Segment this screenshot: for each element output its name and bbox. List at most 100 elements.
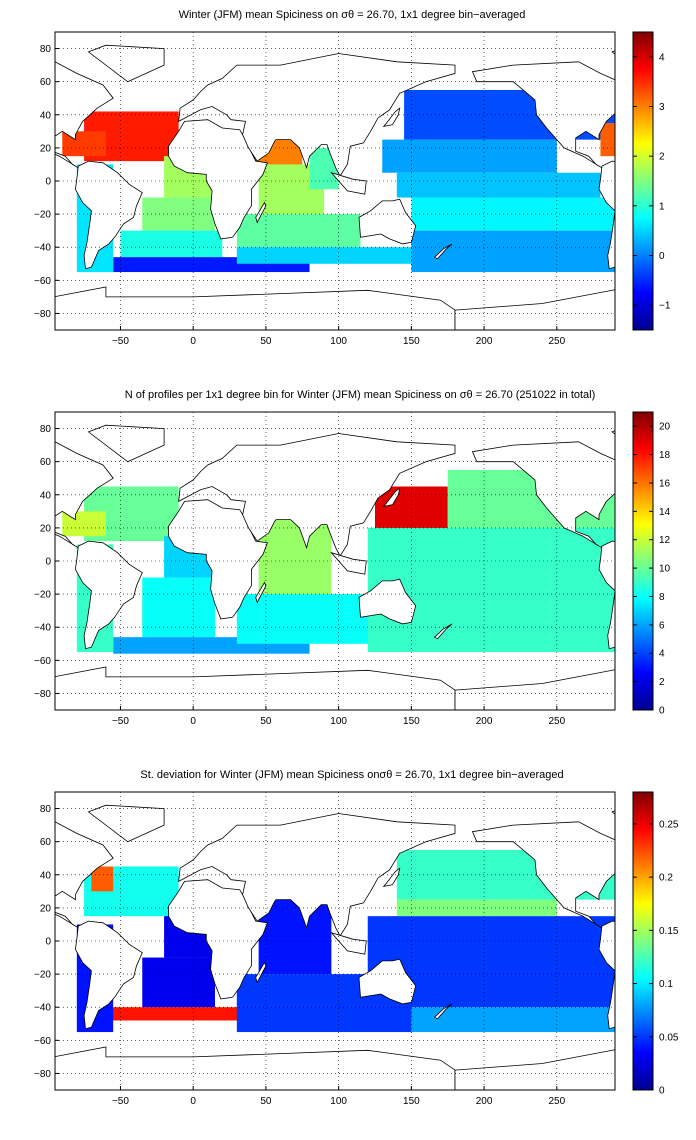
land-outline: [382, 107, 401, 128]
y-tick-label: 60: [40, 77, 52, 88]
data-region: [258, 899, 332, 975]
land-outline: [255, 961, 267, 984]
x-tick-label: 100: [330, 716, 347, 727]
y-tick-label: −20: [34, 970, 51, 981]
y-tick-label: −80: [34, 309, 51, 320]
x-tick-label: 250: [548, 1096, 565, 1107]
x-tick-label: 150: [403, 716, 420, 727]
land-outline: [598, 540, 615, 650]
panel-profile-count: N of profiles per 1x1 degree bin for Win…: [34, 389, 696, 727]
x-tick-label: 200: [476, 336, 493, 347]
colorbar-tick-label: 18: [659, 450, 671, 461]
land-outline: [55, 441, 114, 549]
land-outline: [87, 44, 165, 83]
land-outline: [255, 581, 267, 604]
y-tick-label: −60: [34, 1036, 51, 1047]
x-tick-label: 50: [260, 336, 272, 347]
colorbar-tick-label: 4: [659, 52, 665, 63]
colorbar-tick-label: 10: [659, 564, 671, 575]
land-outline: [358, 198, 417, 245]
x-tick-label: 250: [548, 336, 565, 347]
x-tick-label: 0: [190, 1096, 196, 1107]
colorbar-tick-label: −1: [659, 301, 671, 312]
data-region: [411, 1007, 615, 1033]
y-tick-label: −60: [34, 656, 51, 667]
colorbar-spiciness: 4 3 2 1 0 −1: [632, 31, 671, 331]
data-region: [236, 214, 361, 248]
y-tick-label: 40: [40, 490, 52, 501]
land-outline: [692, 880, 696, 999]
land-outline: [358, 578, 417, 625]
land-outline: [433, 623, 453, 640]
data-region: [142, 957, 215, 1008]
y-tick-label: 0: [45, 937, 51, 948]
x-tick-label: 0: [190, 336, 196, 347]
colorbar-tick-label: 8: [659, 592, 665, 603]
data-region: [367, 527, 615, 653]
colorbar-tick-label: 0.1: [659, 979, 673, 990]
y-tick-label: 80: [40, 804, 52, 815]
colorbar-tick-label: 6: [659, 620, 665, 631]
y-tick-label: 20: [40, 143, 52, 154]
y-tick-label: 0: [45, 177, 51, 188]
colorbar-gradient: [632, 791, 654, 1091]
x-tick-label: 50: [260, 716, 272, 727]
x-tick-label: 50: [260, 1096, 272, 1107]
data-region: [236, 247, 412, 264]
colorbar-tick-label: 3: [659, 102, 665, 113]
land-outline: [598, 920, 615, 1030]
x-tick-label: 150: [403, 336, 420, 347]
land-outline: [74, 540, 143, 650]
data-region: [411, 230, 615, 273]
land-outline: [55, 61, 114, 169]
y-tick-label: 80: [40, 44, 52, 55]
colorbar-tick-label: 14: [659, 507, 671, 518]
y-tick-label: −20: [34, 210, 51, 221]
land-outline: [74, 920, 143, 1030]
land-outline: [382, 487, 401, 508]
colorbar-gradient: [632, 411, 654, 711]
x-tick-label: −50: [112, 716, 129, 727]
land-outline: [611, 430, 615, 435]
data-region: [120, 230, 223, 258]
title-std-deviation: St. deviation for Winter (JFM) mean Spic…: [140, 769, 563, 781]
data-region: [396, 899, 557, 917]
colorbar-tick-label: 0: [659, 706, 665, 717]
colorbar-tick-label: 0: [659, 1086, 665, 1097]
panel-std-deviation: St. deviation for Winter (JFM) mean Spic…: [34, 769, 696, 1107]
land-outline: [692, 500, 696, 619]
land-outline: [382, 867, 401, 888]
y-tick-label: 60: [40, 457, 52, 468]
land-outline: [692, 120, 696, 239]
land-outline: [330, 171, 367, 195]
colorbar-tick-label: 0: [659, 251, 665, 262]
y-tick-label: −80: [34, 689, 51, 700]
y-tick-label: −20: [34, 590, 51, 601]
land-outline: [433, 1003, 453, 1020]
colorbar-tick-label: 16: [659, 478, 671, 489]
x-tick-label: 100: [330, 336, 347, 347]
colorbar-tick-label: 2: [659, 677, 665, 688]
data-region: [142, 577, 215, 638]
land-outline: [598, 160, 615, 270]
data-region: [382, 139, 557, 173]
land-outline: [433, 243, 453, 260]
land-outline: [330, 931, 367, 955]
y-tick-label: 60: [40, 837, 52, 848]
x-tick-label: 200: [476, 716, 493, 727]
x-tick-label: −50: [112, 336, 129, 347]
data-region: [396, 172, 601, 198]
colorbar-tick-label: 0.05: [659, 1032, 679, 1043]
colorbar-tick-label: 12: [659, 535, 671, 546]
land-outline: [87, 804, 165, 843]
land-outline: [330, 551, 367, 575]
x-tick-label: 0: [190, 716, 196, 727]
colorbar-gradient: [632, 31, 654, 331]
y-tick-label: 20: [40, 903, 52, 914]
land-outline: [358, 958, 417, 1005]
y-tick-label: −40: [34, 623, 51, 634]
